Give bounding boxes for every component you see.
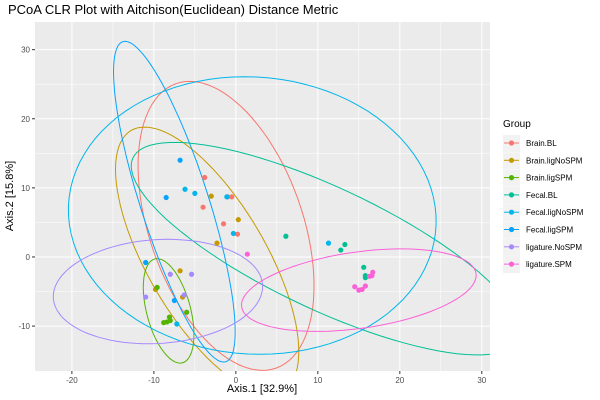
point-ligature-nospm <box>167 271 173 277</box>
point-fecal-lignospm <box>224 194 230 200</box>
legend-key <box>503 238 520 256</box>
legend-key <box>503 186 520 204</box>
y-tick-label: 30 <box>21 46 30 55</box>
point-fecal-lignospm <box>230 230 236 237</box>
legend-dot <box>508 175 515 181</box>
legend-items: Brain.BL Brain.ligNoSPM Brain.ligSPM Fecal.… <box>503 135 584 274</box>
point-brain-lignospm <box>177 268 183 274</box>
ellipse-brain-ligspm <box>142 258 195 364</box>
legend-label: ligature.NoSPM <box>526 243 582 252</box>
point-fecal-ligspm <box>143 259 149 266</box>
point-fecal-ligspm <box>177 157 183 163</box>
point-fecal-bl <box>362 275 368 281</box>
point-fecal-lignospm <box>192 190 198 196</box>
point-brain-lignospm <box>235 217 241 223</box>
point-ligature-spm <box>359 286 365 293</box>
point-brain-bl <box>202 174 208 181</box>
point-brain-ligspm <box>154 284 160 290</box>
x-tick-label: 10 <box>313 376 322 385</box>
y-tick-label: -10 <box>18 322 30 331</box>
point-fecal-lignospm <box>182 186 188 192</box>
point-fecal-bl <box>361 264 367 270</box>
point-ligature-spm <box>244 251 250 257</box>
point-brain-lignospm <box>214 240 220 246</box>
point-brain-bl <box>200 204 206 210</box>
ellipse-brain-bl <box>137 80 315 371</box>
ellipse-fecal-ligspm <box>112 40 236 363</box>
legend-label: Fecal.ligSPM <box>526 226 573 235</box>
legend-dot <box>508 140 515 146</box>
legend-label: Brain.BL <box>526 139 557 148</box>
x-tick-label: -20 <box>66 376 78 385</box>
legend: Group Brain.BL Brain.ligNoSPM Brain.ligSPM… <box>503 119 584 274</box>
point-fecal-ligspm <box>163 194 169 201</box>
legend-key <box>503 256 520 274</box>
y-axis-title: Axis.2 [15.8%] <box>4 161 16 231</box>
legend-title: Group <box>503 119 531 130</box>
x-tick-label: 30 <box>477 376 486 385</box>
point-fecal-bl <box>338 247 344 253</box>
point-fecal-lignospm <box>174 321 180 327</box>
point-brain-bl <box>234 231 241 237</box>
point-brain-lignospm <box>208 193 214 199</box>
point-fecal-ligspm <box>171 297 177 304</box>
legend-label: Fecal.BL <box>526 191 558 200</box>
point-ligature-spm <box>366 273 373 279</box>
point-fecal-bl <box>283 233 289 239</box>
x-axis-title: Axis.1 [32.9%] <box>227 383 297 395</box>
ellipse-fecal-bl <box>130 141 490 356</box>
legend-label: Brain.ligSPM <box>526 174 573 183</box>
legend-key <box>503 204 520 222</box>
point-ligature-spm <box>370 269 376 275</box>
data-points <box>143 157 376 327</box>
legend-key <box>503 135 520 152</box>
ellipse-fecal-lignospm <box>67 76 437 355</box>
ellipse-ligature-nospm <box>52 238 264 345</box>
legend-dot <box>508 209 515 215</box>
point-ligature-nospm <box>143 294 149 300</box>
legend-dot <box>508 226 515 233</box>
point-brain-bl <box>220 221 227 227</box>
ellipse-brain-lignospm <box>114 126 300 371</box>
y-tick-label: 10 <box>21 184 30 193</box>
legend-label: Brain.ligNoSPM <box>526 156 583 165</box>
grid-lines <box>35 22 490 371</box>
point-fecal-bl <box>342 241 348 248</box>
x-tick-label: 20 <box>395 376 404 385</box>
x-axis-ticks: -20 -10 0 10 20 30 <box>66 371 487 385</box>
legend-key <box>503 169 520 187</box>
y-axis-ticks: -10 0 10 20 30 <box>18 46 35 331</box>
point-brain-ligspm <box>184 309 190 315</box>
plot-panel <box>35 22 490 371</box>
point-ligature-nospm <box>188 271 195 277</box>
point-ligature-spm <box>362 283 368 289</box>
legend-dot <box>508 157 515 163</box>
legend-label: Fecal.ligNoSPM <box>526 208 584 217</box>
ellipse-ligature-spm <box>240 248 477 332</box>
point-ligature-nospm <box>181 292 187 298</box>
legend-dot <box>508 244 515 250</box>
legend-label: ligature.SPM <box>526 260 572 269</box>
y-tick-label: 20 <box>21 115 30 124</box>
point-brain-bl <box>229 194 235 200</box>
legend-key <box>503 221 520 239</box>
y-tick-label: 0 <box>26 253 31 262</box>
point-ligature-spm <box>352 284 358 290</box>
point-fecal-lignospm <box>325 240 332 246</box>
legend-key <box>503 152 520 170</box>
x-tick-label: 0 <box>234 376 239 385</box>
x-tick-label: -10 <box>148 376 160 385</box>
legend-dot <box>508 261 515 267</box>
legend-dot <box>508 192 515 198</box>
point-brain-ligspm <box>166 314 173 320</box>
chart-title: PCoA CLR Plot with Aitchison(Euclidean) … <box>8 2 339 17</box>
confidence-ellipses <box>52 40 490 371</box>
